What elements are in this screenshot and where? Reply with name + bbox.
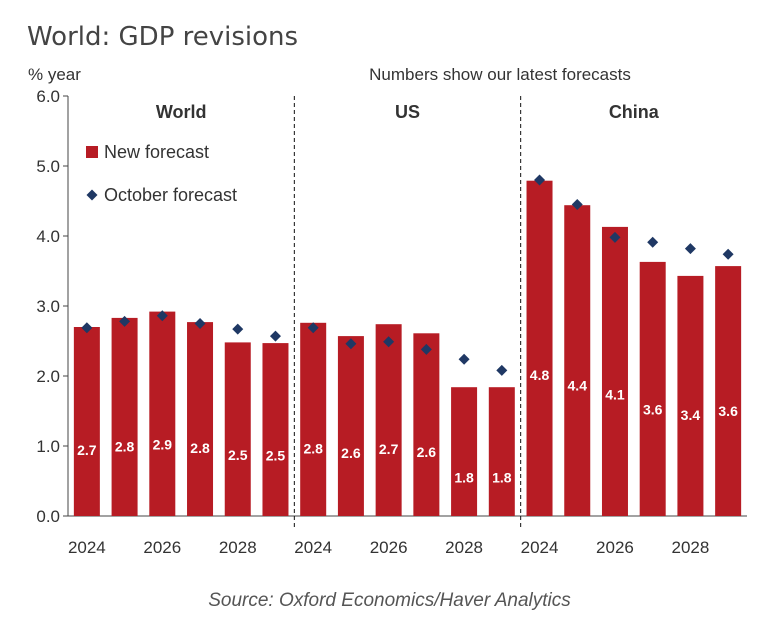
- gdp-revisions-chart: 0.0 1.0 2.0 3.0 4.0 5.0 6.0 % year Numbers show …: [28, 65, 747, 557]
- october-forecast-marker: [81, 322, 93, 334]
- y-tick-label: 2.0: [36, 367, 60, 386]
- new-forecast-bar: [677, 275, 704, 516]
- x-tick-label: 2026: [143, 538, 181, 557]
- october-forecast-marker: [647, 236, 659, 248]
- x-tick-label: 2024: [294, 538, 332, 557]
- x-tick-label: 2028: [672, 538, 710, 557]
- bar-value-label: 2.9: [153, 436, 173, 452]
- october-forecast-marker: [722, 248, 734, 260]
- y-tick-label: 5.0: [36, 157, 60, 176]
- bar-value-label: 4.8: [530, 367, 550, 383]
- october-forecast-marker: [609, 231, 621, 243]
- y-tick-label: 1.0: [36, 437, 60, 456]
- october-forecast-marker: [345, 338, 357, 350]
- october-forecast-marker: [458, 353, 470, 365]
- y-tick-label: 6.0: [36, 87, 60, 106]
- chart-title: World: GDP revisions: [27, 22, 299, 52]
- chart-annotation: Numbers show our latest forecasts: [369, 65, 631, 84]
- new-forecast-bar: [224, 342, 251, 516]
- october-forecast-marker: [571, 199, 583, 210]
- bar-value-label: 3.6: [718, 403, 738, 419]
- october-forecast-marker: [232, 323, 244, 335]
- october-forecast-marker: [534, 174, 546, 186]
- new-forecast-bar: [300, 322, 327, 516]
- bar-value-label: 1.8: [492, 470, 512, 486]
- new-forecast-bar: [715, 266, 742, 516]
- x-tick-label: 2024: [521, 538, 559, 557]
- source-note: Source: Oxford Economics/Haver Analytics: [208, 590, 571, 611]
- panel-title: World: [156, 102, 207, 122]
- new-forecast-bar: [375, 324, 402, 516]
- legend-label-october-forecast: October forecast: [104, 185, 237, 205]
- new-forecast-bar: [601, 226, 628, 516]
- bar-value-label: 3.4: [681, 407, 701, 423]
- bar-value-label: 1.8: [454, 470, 474, 486]
- october-forecast-marker: [269, 330, 281, 342]
- bar-value-label: 2.8: [115, 439, 135, 455]
- bar-value-label: 2.8: [303, 440, 323, 456]
- bar-value-label: 3.6: [643, 401, 663, 417]
- x-tick-label: 2026: [596, 538, 634, 557]
- new-forecast-bar: [526, 180, 553, 516]
- bar-value-label: 2.6: [341, 445, 361, 461]
- bar-value-label: 2.7: [77, 442, 97, 458]
- x-tick-label: 2028: [445, 538, 483, 557]
- panel-title: US: [395, 102, 420, 122]
- legend-marker-october-forecast: [86, 189, 98, 201]
- new-forecast-bar: [149, 311, 176, 516]
- october-forecast-marker: [383, 336, 395, 348]
- bar-value-label: 2.6: [417, 444, 437, 460]
- new-forecast-bar: [413, 333, 440, 516]
- y-tick-label: 3.0: [36, 297, 60, 316]
- october-forecast-marker: [684, 243, 696, 255]
- new-forecast-bar: [488, 387, 515, 516]
- y-tick-label: 0.0: [36, 507, 60, 526]
- panel-title: China: [609, 102, 660, 122]
- bar-value-label: 2.8: [190, 440, 210, 456]
- new-forecast-bar: [451, 387, 478, 516]
- bar-value-label: 4.1: [605, 387, 625, 403]
- x-tick-label: 2024: [68, 538, 106, 557]
- new-forecast-bar: [73, 327, 100, 516]
- october-forecast-marker: [194, 318, 206, 329]
- new-forecast-bar: [262, 343, 289, 516]
- october-forecast-marker: [420, 343, 432, 355]
- new-forecast-bar: [564, 205, 591, 516]
- new-forecast-bar: [639, 261, 666, 516]
- bar-value-label: 2.5: [266, 447, 286, 463]
- x-tick-label: 2026: [370, 538, 408, 557]
- y-axis-label: % year: [28, 65, 81, 84]
- legend-swatch-new-forecast: [86, 146, 98, 158]
- new-forecast-bar: [337, 336, 364, 516]
- october-forecast-marker: [156, 310, 168, 322]
- october-forecast-marker: [496, 364, 508, 376]
- bar-value-label: 2.5: [228, 447, 248, 463]
- y-tick-label: 4.0: [36, 227, 60, 246]
- october-forecast-marker: [307, 322, 319, 334]
- x-tick-label: 2028: [219, 538, 257, 557]
- bar-value-label: 2.7: [379, 441, 399, 457]
- legend-label-new-forecast: New forecast: [104, 142, 209, 162]
- october-forecast-marker: [119, 315, 131, 327]
- bar-value-label: 4.4: [568, 377, 588, 393]
- new-forecast-bar: [111, 317, 138, 516]
- new-forecast-bar: [187, 322, 214, 516]
